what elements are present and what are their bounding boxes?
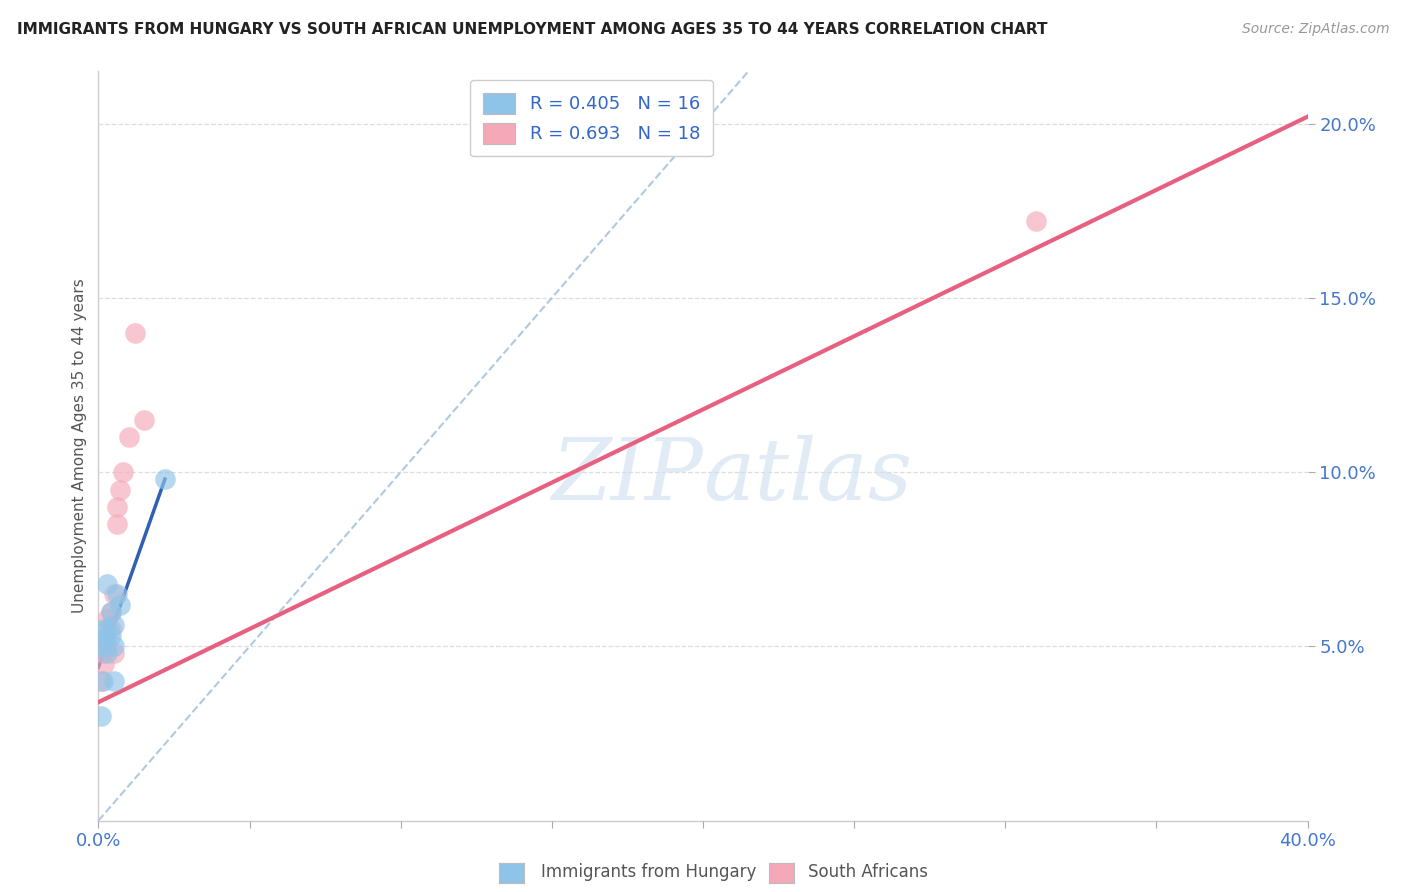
Y-axis label: Unemployment Among Ages 35 to 44 years: Unemployment Among Ages 35 to 44 years: [72, 278, 87, 614]
Point: [1024, 214, 1046, 228]
Point: [100, 629, 122, 643]
Point: [94, 632, 117, 647]
Point: [90, 674, 112, 689]
Point: [100, 605, 122, 619]
Point: [118, 430, 141, 444]
Point: [103, 646, 125, 660]
Text: ZIP: ZIP: [551, 434, 703, 517]
Point: [103, 640, 125, 654]
Point: [96, 611, 118, 625]
Point: [93, 640, 115, 654]
Point: [96, 646, 118, 660]
Point: [103, 587, 125, 601]
Point: [100, 622, 122, 636]
Point: [93, 632, 115, 647]
Point: [108, 598, 131, 612]
Point: [108, 483, 131, 497]
Point: [111, 465, 134, 479]
Text: South Africans: South Africans: [808, 863, 928, 881]
Point: [105, 500, 128, 514]
Point: [91, 646, 114, 660]
Point: [93, 657, 115, 671]
Point: [153, 472, 176, 486]
Point: [91, 674, 114, 689]
Legend: R = 0.405   N = 16, R = 0.693   N = 18: R = 0.405 N = 16, R = 0.693 N = 18: [470, 80, 713, 156]
Text: IMMIGRANTS FROM HUNGARY VS SOUTH AFRICAN UNEMPLOYMENT AMONG AGES 35 TO 44 YEARS : IMMIGRANTS FROM HUNGARY VS SOUTH AFRICAN…: [17, 22, 1047, 37]
Text: atlas: atlas: [703, 434, 912, 517]
Point: [96, 622, 118, 636]
Text: Immigrants from Hungary: Immigrants from Hungary: [541, 863, 756, 881]
Point: [90, 709, 112, 723]
Point: [103, 618, 125, 632]
Point: [96, 576, 118, 591]
Point: [132, 413, 155, 427]
Point: [96, 640, 118, 654]
Point: [100, 605, 122, 619]
Point: [103, 674, 125, 689]
Point: [93, 622, 115, 636]
Point: [105, 587, 128, 601]
Text: Source: ZipAtlas.com: Source: ZipAtlas.com: [1241, 22, 1389, 37]
Point: [105, 517, 128, 532]
Point: [124, 326, 146, 340]
